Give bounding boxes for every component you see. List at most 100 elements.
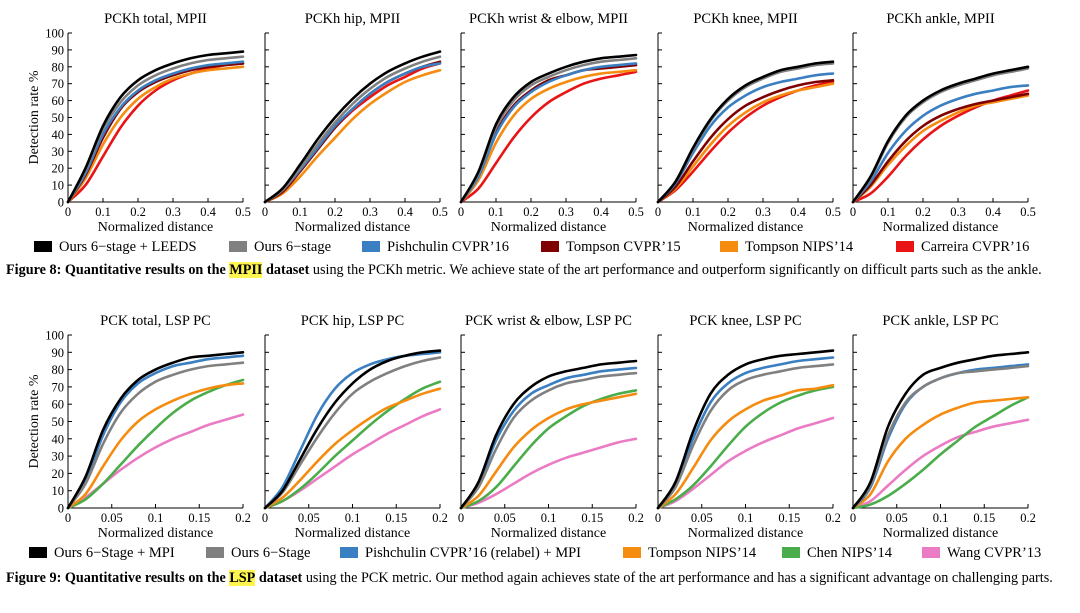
x-axis-label: Normalized distance: [883, 220, 998, 235]
series-line-ours-6-stage-mpi: [459, 359, 638, 510]
x-tick-label: 0.1: [880, 205, 896, 219]
chart-panel-pck-knee-lsp-pc: PCK knee, LSP PC 0 0.05 0.1 0.15 0.2 Normalize…: [655, 313, 841, 541]
legend-swatch: [541, 241, 559, 252]
x-tick-label: 0: [655, 511, 661, 525]
y-tick-label: 0: [58, 502, 64, 516]
series-line-ours-6-stage-leeds: [656, 60, 835, 204]
chart-panel-pck-ankle-lsp-pc: PCK ankle, LSP PC 0 0.05 0.1 0.15 0.2 Normaliz…: [850, 313, 1036, 541]
series-line-ours-6-stage-leeds: [263, 50, 442, 204]
x-tick-label: 0.15: [581, 511, 603, 525]
x-tick-label: 0.2: [235, 511, 251, 525]
legend-label: Tompson CVPR’15: [566, 239, 681, 255]
series-line-chen-nips-14: [263, 380, 442, 510]
series-line-ours-6-stage-mpi: [656, 349, 835, 510]
x-tick-label: 0.4: [397, 205, 413, 219]
series-line-ours-6-stage: [459, 371, 638, 510]
y-tick-label: 20: [52, 162, 65, 176]
legend-item-tompson-nips-14: Tompson NIPS’14: [623, 545, 757, 561]
x-tick-label: 0.1: [541, 511, 557, 525]
chart-panel-pckh-knee-mpii: PCKh knee, MPII 0 0.1 0.2 0.3 0.4 0.5 Normalize…: [655, 11, 841, 235]
x-tick-label: 0.05: [298, 511, 320, 525]
series-line-pishchulin-cvpr-16: [66, 60, 245, 204]
series-line-tompson-nips-14: [459, 392, 638, 510]
series-line-tompson-nips-14: [656, 82, 835, 204]
series-line-chen-nips-14: [656, 385, 835, 510]
series-line-chen-nips-14: [851, 396, 1030, 510]
chart-panel-pck-hip-lsp-pc: PCK hip, LSP PC 0 0.05 0.1 0.15 0.2 Normalized…: [262, 313, 448, 541]
series-line-ours-6-stage-mpi: [263, 349, 442, 510]
legend-item-chen-nips-14: Chen NIPS’14: [782, 545, 893, 561]
legend-swatch: [340, 547, 358, 558]
x-tick-label: 0.4: [985, 205, 1001, 219]
y-tick-label: 100: [45, 329, 64, 343]
panel-title: PCKh wrist & elbow, MPII: [469, 11, 628, 27]
legend-item-wang-cvpr-13: Wang CVPR’13: [922, 545, 1041, 561]
x-tick-label: 0.4: [790, 205, 806, 219]
panel-title: PCKh ankle, MPII: [886, 11, 995, 27]
figure-8-caption-dataset: dataset: [265, 262, 310, 278]
series-line-tompson-nips-14: [263, 68, 442, 204]
legend-label: Chen NIPS’14: [807, 545, 893, 561]
legend-item-tompson-nips-14: Tompson NIPS’14: [720, 239, 854, 255]
x-axis-label: Normalized distance: [883, 526, 998, 541]
x-tick-label: 0.3: [755, 205, 771, 219]
x-tick-label: 0.5: [628, 205, 644, 219]
legend-label: Pishchulin CVPR’16: [387, 239, 509, 255]
x-tick-label: 0.4: [200, 205, 216, 219]
legend-label: Wang CVPR’13: [947, 545, 1041, 561]
figure-8-caption-title: Quantitative results on the: [64, 262, 226, 278]
legend-swatch: [922, 547, 940, 558]
y-tick-label: 10: [52, 484, 65, 498]
x-tick-label: 0.4: [593, 205, 609, 219]
figure-9-caption-title: Quantitative results on the: [64, 570, 226, 586]
series-line-ours-6-stage-leeds: [851, 65, 1030, 204]
legend-item-ours-6-stage: Ours 6−Stage: [206, 545, 310, 561]
series-line-ours-6-stage: [263, 356, 442, 510]
y-tick-label: 90: [52, 43, 65, 57]
x-tick-label: 0: [850, 205, 856, 219]
figure-9-caption-dataset: dataset: [258, 570, 303, 586]
x-tick-label: 0.1: [345, 511, 361, 525]
chart-panel-pckh-hip-mpii: PCKh hip, MPII 0 0.1 0.2 0.3 0.4 0.5 Normalized…: [262, 11, 448, 235]
legend-label: Pishchulin CVPR’16 (relabel) + MPI: [365, 545, 581, 561]
y-tick-label: 70: [52, 77, 65, 91]
y-tick-label: 50: [52, 415, 65, 429]
series-line-pishchulin-cvpr-16: [851, 84, 1030, 204]
figure-9-panels: PCK total, LSP PC01020304050607080901000…: [27, 313, 1036, 541]
x-axis-label: Normalized distance: [98, 220, 213, 235]
series-line-pishchulin-cvpr-16-relabel-mpi: [851, 363, 1030, 510]
series-line-ours-6-stage-leeds: [459, 53, 638, 204]
y-tick-label: 40: [52, 432, 65, 446]
panel-title: PCK hip, LSP PC: [301, 313, 404, 329]
panel-title: PCK total, LSP PC: [100, 313, 211, 329]
series-line-carreira-cvpr-16: [66, 62, 245, 204]
x-tick-label: 0.5: [235, 205, 251, 219]
x-tick-label: 0.2: [130, 205, 146, 219]
panel-title: PCKh knee, MPII: [693, 11, 797, 27]
panel-title: PCK knee, LSP PC: [689, 313, 801, 329]
series-line-carreira-cvpr-16: [459, 70, 638, 204]
x-tick-label: 0.1: [292, 205, 308, 219]
legend-swatch: [720, 241, 738, 252]
x-tick-label: 0.5: [432, 205, 448, 219]
legend-item-ours-6-stage-leeds: Ours 6−stage + LEEDS: [34, 239, 197, 255]
x-tick-label: 0.2: [915, 205, 931, 219]
x-axis-label: Normalized distance: [295, 220, 410, 235]
x-tick-label: 0.3: [950, 205, 966, 219]
series-line-ours-6-stage: [263, 55, 442, 204]
series-line-ours-6-stage: [66, 55, 245, 204]
figure-9-caption: Figure 9: Quantitative results on the LS…: [6, 570, 1074, 587]
x-axis-label: Normalized distance: [491, 526, 606, 541]
x-axis-label: Normalized distance: [295, 526, 410, 541]
series-line-ours-6-stage-leeds: [66, 50, 245, 204]
legend-swatch: [362, 241, 380, 252]
series-line-ours-6-stage: [851, 364, 1030, 510]
y-tick-label: 50: [52, 111, 65, 125]
y-tick-label: 70: [52, 380, 65, 394]
x-tick-label: 0.15: [385, 511, 407, 525]
panel-title: PCKh total, MPII: [104, 11, 207, 27]
figure-9-caption-text: using the PCK metric. Our method again a…: [305, 570, 1053, 586]
series-line-ours-6-stage: [66, 361, 245, 510]
x-tick-label: 0.2: [628, 511, 644, 525]
